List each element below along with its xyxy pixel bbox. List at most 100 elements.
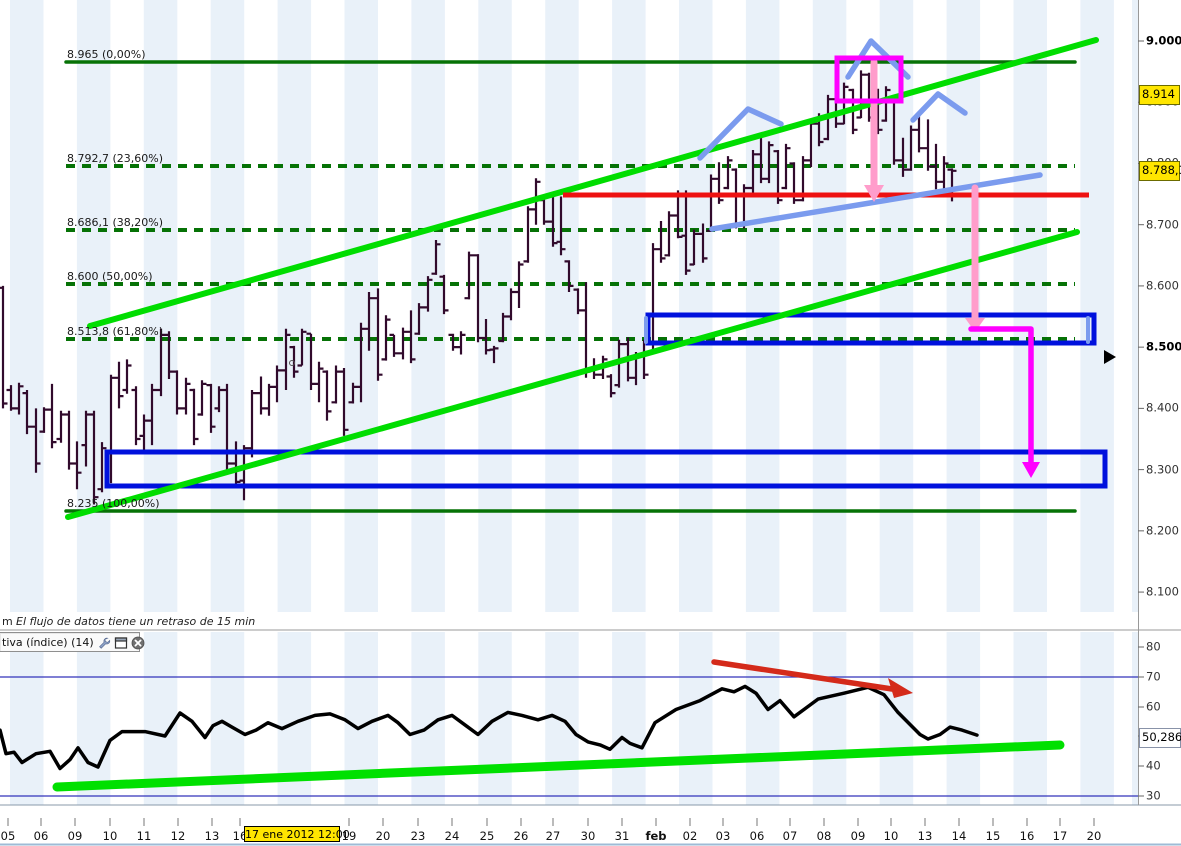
fibonacci-level-label: 8.513,8 (61,80%) [67,325,164,338]
price-tick-label: 8.400 [1146,400,1179,415]
background-stripe [946,632,981,805]
magenta-head-box [834,55,904,104]
trend-channel-line [65,229,1080,520]
price-tick-label: 8.500 [1146,339,1181,354]
lower-support-rectangle [104,449,1108,489]
rsi-indicator-label: tiva (índice) (14) [2,635,94,649]
background-stripe [478,0,512,612]
background-stripe [210,0,245,612]
background-stripe [1132,632,1138,805]
window-detach-icon[interactable] [114,635,128,649]
rsi-tick-label: 80 [1146,639,1161,654]
background-stripe [1013,632,1047,805]
rsi-line [0,684,979,771]
time-tick-label: 14 [951,829,967,843]
background-stripe [76,632,111,805]
background-stripe [545,0,579,612]
time-tick-label: feb [645,829,667,843]
rsi-tick-label: 70 [1146,669,1161,684]
time-tick-label: 17 [1052,829,1068,843]
data-delay-notice: m El flujo de datos tiene un retraso de … [0,613,700,629]
background-stripe [344,0,378,612]
time-tick-label: 08 [816,829,832,843]
time-tick-label: 23 [410,829,426,843]
shoulder-roof-annotation [845,38,911,80]
time-tick-label: 30 [580,829,596,843]
delay-text: El flujo de datos tiene un retraso de 15… [16,615,256,628]
time-tick-label: 16 [232,829,248,843]
price-tick-label: 8.300 [1146,461,1179,476]
background-stripe [1132,0,1138,612]
background-stripe [745,632,780,805]
price-tick-label: 9.000 [1146,33,1181,48]
background-stripe [612,0,646,612]
background-stripe [679,632,713,805]
price-tick-label: 8.700 [1146,216,1179,231]
time-tick-label: 06 [749,829,765,843]
rsi-support-trendline [52,740,1065,792]
time-tick-label: 31 [614,829,630,843]
rsi-tick-label: 40 [1146,758,1161,773]
fibonacci-level-label: 8.600 (50,00%) [67,270,153,283]
rsi-value-tag: 50,286 [1139,728,1181,748]
time-tick-label: 03 [715,829,731,843]
close-icon[interactable] [131,635,145,650]
price-tick-label: 8.200 [1146,523,1179,538]
time-tick-label: 19 [341,829,357,843]
time-tick-label: 10 [883,829,899,843]
price-tick-label: 8.600 [1146,278,1179,293]
time-tick-label: 09 [67,829,83,843]
time-tick-label: 16 [1019,829,1035,843]
time-tick-label: 06 [33,829,49,843]
background-stripe [1080,0,1114,612]
selected-date-value: 17 ene 2012 12:00 [245,828,350,841]
time-tick-label: 25 [479,829,495,843]
fibonacci-level-label: 8.235 (100,00%) [67,497,160,510]
time-tick-label: 20 [1086,829,1102,843]
background-stripe [76,0,111,612]
current-price-marker [1104,350,1116,364]
magenta-arrowhead [1022,462,1040,478]
price-tag-high-value: 8.914 [1142,87,1175,101]
time-tick-label: 26 [513,829,529,843]
rsi-value: 50,286 [1142,730,1181,744]
fibonacci-level-label: 8.965 (0,00%) [67,48,146,61]
time-tick-label: 20 [375,829,391,843]
background-stripe [143,632,178,805]
background-stripe [1080,632,1114,805]
rsi-tick-label: 30 [1146,788,1161,803]
time-tick-label: 10 [102,829,118,843]
background-stripe [1013,0,1047,612]
rsi-indicator-toolbar: tiva (índice) (14) [0,632,145,652]
time-tick-label: 24 [444,829,460,843]
background-stripe [812,632,847,805]
background-stripe [10,0,44,612]
magenta-target-arrow [968,326,1034,465]
price-tag-last-value: 8.788,3 [1142,163,1181,177]
price-tag-last: 8.788,3 [1139,161,1181,181]
price-tag-high: 8.914 [1139,85,1180,105]
background-stripe [277,0,312,612]
rsi-arrowhead [888,678,913,698]
time-tick-label: 27 [545,829,561,843]
time-tick-label: 13 [204,829,220,843]
anchor-dot [289,360,295,366]
time-tick-label: 07 [782,829,798,843]
notice-prefix: m [2,615,13,628]
time-tick-label: 09 [850,829,866,843]
trend-channel-line [87,37,1099,329]
time-tick-label: 05 [0,829,16,843]
fibonacci-level-label: 8.686,1 (38,20%) [67,216,164,229]
neckline-annotation [709,172,1043,232]
background-stripe [745,0,780,612]
time-tick-label: 13 [917,829,933,843]
time-tick-label: 11 [136,829,152,843]
selected-date-tag: 17 ene 2012 12:00 [244,826,350,842]
time-tick-label: 15 [985,829,1001,843]
rsi-tick-label: 60 [1146,699,1161,714]
wrench-settings-icon[interactable] [97,635,111,649]
background-stripe [679,0,713,612]
pink-arrowhead [965,318,985,332]
